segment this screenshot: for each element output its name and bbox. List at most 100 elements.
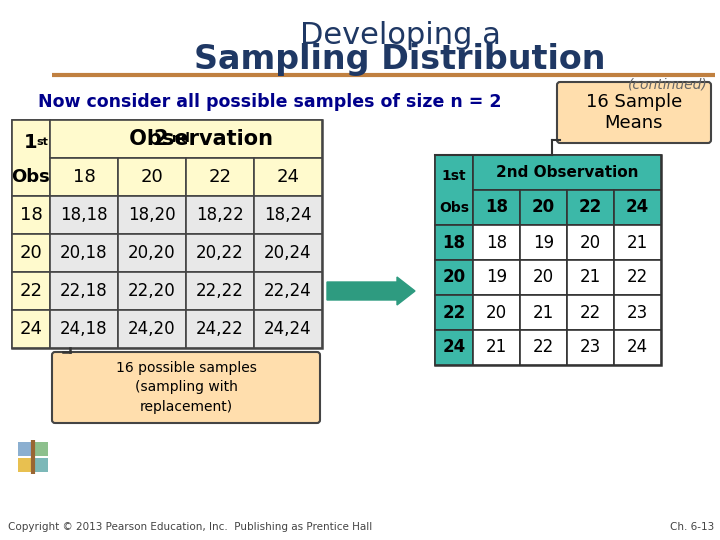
Text: 22: 22 xyxy=(627,268,648,287)
Bar xyxy=(473,190,520,225)
Text: 22: 22 xyxy=(209,168,232,186)
Bar xyxy=(614,190,661,225)
Text: 23: 23 xyxy=(627,303,648,321)
Text: 22: 22 xyxy=(580,303,601,321)
Text: 22: 22 xyxy=(19,282,42,300)
Bar xyxy=(435,155,661,365)
Bar xyxy=(50,158,118,196)
Bar xyxy=(12,272,50,310)
Bar xyxy=(567,330,614,365)
Bar xyxy=(473,260,520,295)
Bar xyxy=(118,272,186,310)
Text: (continued): (continued) xyxy=(629,78,708,92)
Text: Sampling Distribution: Sampling Distribution xyxy=(194,44,606,77)
Text: nd: nd xyxy=(172,132,190,145)
Bar xyxy=(50,120,322,158)
Bar xyxy=(50,272,118,310)
Bar xyxy=(50,310,118,348)
Bar xyxy=(186,272,254,310)
Text: 24: 24 xyxy=(276,168,300,186)
Text: 20,24: 20,24 xyxy=(264,244,312,262)
Text: 1st: 1st xyxy=(441,169,467,183)
Bar xyxy=(12,310,50,348)
Text: 22,24: 22,24 xyxy=(264,282,312,300)
Text: 2nd Observation: 2nd Observation xyxy=(496,165,638,180)
Text: 22: 22 xyxy=(442,303,466,321)
Text: 24,24: 24,24 xyxy=(264,320,312,338)
Text: 21: 21 xyxy=(486,339,507,356)
Text: 20,20: 20,20 xyxy=(128,244,176,262)
Bar xyxy=(520,190,567,225)
Text: Obs: Obs xyxy=(12,168,50,186)
Bar xyxy=(254,158,322,196)
Bar xyxy=(118,310,186,348)
Bar xyxy=(186,234,254,272)
Text: 20: 20 xyxy=(442,268,466,287)
Text: 2: 2 xyxy=(153,129,168,149)
Text: 22,20: 22,20 xyxy=(128,282,176,300)
Text: 18: 18 xyxy=(73,168,95,186)
Text: 18,20: 18,20 xyxy=(128,206,176,224)
Text: 22,18: 22,18 xyxy=(60,282,108,300)
Bar xyxy=(50,196,118,234)
Bar xyxy=(567,260,614,295)
Text: 18: 18 xyxy=(443,233,466,252)
Text: 19: 19 xyxy=(486,268,507,287)
Text: 24: 24 xyxy=(19,320,42,338)
Text: 1: 1 xyxy=(24,133,38,152)
Bar xyxy=(473,330,520,365)
Bar xyxy=(614,330,661,365)
Bar xyxy=(12,120,322,348)
Text: 22,22: 22,22 xyxy=(196,282,244,300)
Text: 24,22: 24,22 xyxy=(196,320,244,338)
FancyBboxPatch shape xyxy=(557,82,711,143)
Text: Observation: Observation xyxy=(122,129,274,149)
Text: 20: 20 xyxy=(532,199,555,217)
Bar xyxy=(435,260,473,295)
Text: 20,18: 20,18 xyxy=(60,244,108,262)
Text: 20,22: 20,22 xyxy=(196,244,244,262)
Text: Copyright © 2013 Pearson Education, Inc.  Publishing as Prentice Hall: Copyright © 2013 Pearson Education, Inc.… xyxy=(8,522,372,532)
Text: 21: 21 xyxy=(533,303,554,321)
Text: 23: 23 xyxy=(580,339,601,356)
Bar xyxy=(567,225,614,260)
FancyBboxPatch shape xyxy=(52,352,320,423)
Bar xyxy=(520,295,567,330)
Text: 24: 24 xyxy=(627,339,648,356)
Text: 20: 20 xyxy=(19,244,42,262)
Text: 16 possible samples
(sampling with
replacement): 16 possible samples (sampling with repla… xyxy=(116,361,256,414)
Bar xyxy=(12,196,50,234)
Text: 18: 18 xyxy=(19,206,42,224)
Bar xyxy=(435,330,473,365)
Bar xyxy=(12,234,50,272)
Bar xyxy=(186,158,254,196)
Bar xyxy=(118,234,186,272)
Bar xyxy=(186,310,254,348)
Text: Obs: Obs xyxy=(439,200,469,214)
Bar xyxy=(614,295,661,330)
Bar xyxy=(473,225,520,260)
Text: 22: 22 xyxy=(533,339,554,356)
Text: 18,18: 18,18 xyxy=(60,206,108,224)
Bar xyxy=(18,442,32,456)
Text: 21: 21 xyxy=(627,233,648,252)
Bar xyxy=(254,234,322,272)
Text: 21: 21 xyxy=(580,268,601,287)
Bar xyxy=(435,155,473,225)
Bar xyxy=(254,310,322,348)
Text: 22: 22 xyxy=(579,199,602,217)
Text: 20: 20 xyxy=(140,168,163,186)
Bar xyxy=(34,442,48,456)
Text: Now consider all possible samples of size n = 2: Now consider all possible samples of siz… xyxy=(38,93,502,111)
Bar xyxy=(12,120,50,196)
Bar xyxy=(520,260,567,295)
Text: 16 Sample
Means: 16 Sample Means xyxy=(586,93,682,132)
Bar xyxy=(18,458,32,472)
Bar xyxy=(473,155,661,190)
Bar xyxy=(614,225,661,260)
Bar xyxy=(50,234,118,272)
Text: 24: 24 xyxy=(626,199,649,217)
Text: 18,22: 18,22 xyxy=(196,206,244,224)
Bar xyxy=(34,458,48,472)
Bar xyxy=(254,196,322,234)
